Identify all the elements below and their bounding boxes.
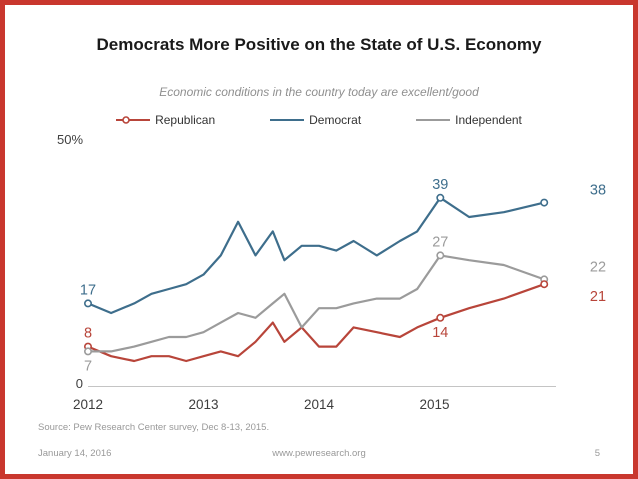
source-note: Source: Pew Research Center survey, Dec …: [38, 422, 270, 433]
series-line-independent: [86, 254, 546, 353]
annotation-independent-27: 27: [432, 234, 448, 250]
x-tick-label: 2015: [419, 397, 449, 412]
annotation-independent-7: 7: [84, 358, 92, 374]
data-point-marker: [436, 313, 445, 322]
y-axis-top-label: 50%: [57, 132, 84, 147]
chart-legend: Republican Democrat Independent: [5, 113, 633, 127]
annotation-democrat-38: 38: [590, 183, 606, 199]
footer-website: www.pewresearch.org: [272, 448, 366, 459]
page-title: Democrats More Positive on the State of …: [96, 35, 542, 54]
legend-label-democrat: Democrat: [309, 113, 362, 127]
annotation-republican-21: 21: [590, 289, 606, 305]
annotation-republican-8: 8: [84, 326, 92, 342]
data-point-marker: [436, 251, 445, 260]
data-point-marker: [540, 280, 549, 289]
legend-item-republican: Republican: [116, 113, 215, 127]
annotation-democrat-17: 17: [80, 282, 96, 298]
legend-label-republican: Republican: [155, 113, 216, 127]
footer-date: January 14, 2016: [38, 448, 112, 459]
data-point-marker: [84, 299, 93, 308]
series-line-republican: [86, 283, 546, 363]
legend-item-democrat: Democrat: [270, 113, 361, 127]
x-tick-label: 2012: [73, 397, 103, 412]
legend-circle-republican: [122, 116, 130, 124]
y-axis-bottom-label: 0: [75, 376, 83, 391]
legend-marker-democrat: [270, 119, 305, 121]
annotation-republican-14: 14: [432, 325, 448, 341]
annotation-independent-22: 22: [590, 259, 606, 275]
economy-line-chart: 2012 2013 2014 2015 17 8 7 39 27 14 38 22 21: [73, 177, 606, 412]
legend-marker-republican: [116, 116, 151, 124]
annotation-democrat-39: 39: [432, 177, 448, 193]
legend-marker-independent: [416, 119, 451, 121]
legend-item-independent: Independent: [416, 113, 522, 127]
data-point-marker: [436, 193, 445, 202]
x-tick-label: 2013: [188, 397, 218, 412]
series-line-democrat: [86, 196, 546, 315]
data-point-marker: [84, 347, 93, 356]
x-tick-label: 2014: [304, 397, 335, 412]
footer-page-number: 5: [594, 448, 600, 459]
legend-label-independent: Independent: [455, 113, 522, 127]
data-point-marker: [540, 198, 549, 207]
chart-subtitle: Economic conditions in the country today…: [159, 85, 479, 99]
